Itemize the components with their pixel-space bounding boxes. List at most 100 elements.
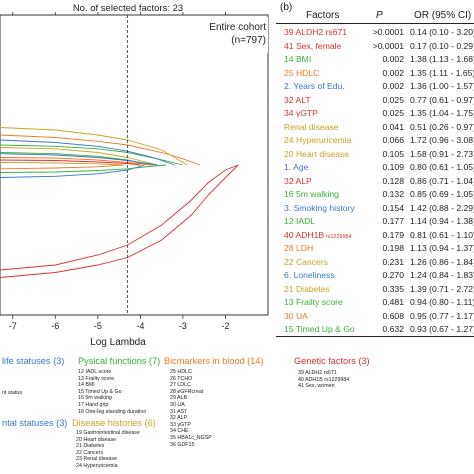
cohort-n: (n=797)	[231, 35, 266, 46]
factor-number: 2.	[284, 81, 294, 91]
factor-name: 6. Loneliness	[284, 268, 335, 282]
header-factors: Factors	[306, 10, 340, 21]
factor-number: 24	[284, 135, 296, 145]
plot-frame	[0, 14, 269, 316]
legend-item: 14 BMI	[78, 382, 95, 389]
p-value: 0.179	[382, 229, 404, 240]
factor-name: 32 ALP	[284, 174, 312, 188]
table-row: 6. Loneliness 0.270 1.24 (0.84 - 1.83)	[276, 268, 474, 282]
odds-ratio: 1.24 (0.84 - 1.83)	[410, 270, 474, 280]
table-row: 24 Hyperuricemia 0.066 1.72 (0.96 - 3.08)	[276, 133, 474, 147]
factor-name: 40 ADH1B rs1229984	[284, 228, 352, 244]
table-row: 12 IADL 0.177 1.14 (0.94 - 1.38)	[276, 214, 474, 228]
factor-name: 1. Age	[284, 160, 308, 174]
odds-ratio: 1.36 (1.00 - 1.57)	[410, 81, 474, 91]
factor-label: HDLC	[295, 67, 320, 78]
factor-label: Heart disease	[295, 148, 349, 159]
factor-number: 25	[284, 67, 296, 78]
p-value: 0.128	[382, 175, 404, 186]
factor-number: 32	[284, 94, 296, 105]
legend-item	[2, 377, 22, 384]
x-tick-label: -6	[51, 321, 59, 331]
odds-ratio: 1.72 (0.96 - 3.08)	[410, 135, 474, 145]
table-row: 22 Cancers 0.231 1.26 (0.86 - 1.84)	[276, 255, 474, 269]
factor-number: 39	[284, 27, 296, 37]
p-value: >0.0001	[372, 40, 404, 51]
factor-name: 34 γGTP	[284, 106, 318, 120]
p-value: 0.002	[382, 81, 404, 91]
legend-item: nt status	[2, 389, 23, 396]
p-value: 0.025	[382, 94, 404, 105]
legend-item: 21 Diabetes	[76, 443, 105, 450]
coefficient-path-11	[0, 159, 141, 166]
annotation-box	[214, 17, 268, 53]
odds-ratio: 0.77 (0.61 - 0.97)	[410, 94, 474, 105]
legend-heading-physical-functions: Pysical functions (7)	[78, 356, 161, 366]
legend-item: 32 ALP	[170, 415, 188, 422]
odds-ratio: 1.38 (1.13 - 1.68)	[410, 54, 474, 64]
odds-ratio-table: (b) Factors P OR (95% CI) 39 ALDH2 rs671…	[276, 0, 474, 340]
odds-ratio: 0.17 (0.10 - 0.29)	[410, 40, 474, 51]
odds-ratio: 0.85 (0.69 - 1.05)	[410, 189, 474, 199]
table-row: 1. Age 0.109 0.80 (0.61 - 1.05)	[276, 160, 474, 174]
factor-number: 1.	[284, 162, 294, 172]
factor-label: Age	[293, 162, 309, 172]
odds-ratio: 0.80 (0.61 - 1.05)	[410, 162, 474, 172]
header-p: P	[376, 10, 383, 21]
factor-name: 3. Smoking history	[284, 201, 355, 215]
table-row: Renal disease 0.041 0.51 (0.26 - 0.97)	[276, 120, 474, 134]
x-axis-ticks: -7 -6 -5 -4 -3 -2	[9, 315, 229, 331]
x-tick-label: -2	[221, 321, 229, 331]
bottom-rule	[276, 336, 474, 337]
factor-number: 13	[284, 297, 296, 307]
odds-ratio: 0.93 (0.67 - 1.27)	[410, 324, 474, 334]
table-row: 16 5m walking 0.132 0.85 (0.69 - 1.05)	[276, 187, 474, 201]
p-value: 0.335	[382, 283, 404, 294]
coefficient-path-1	[0, 164, 239, 278]
legend-item: 27 LDLC	[170, 382, 191, 389]
legend-heading-mental-statuses: ntal statuses (3)	[2, 418, 68, 428]
table-row: 30 UA 0.608 0.95 (0.77 - 1.17)	[276, 309, 474, 323]
odds-ratio: 1.35 (1.04 - 1.75)	[410, 108, 474, 118]
legend-item: 36 GDF15	[170, 441, 195, 448]
factor-name: 39 ALDH2 rs671	[284, 25, 347, 39]
odds-ratio: 0.86 (0.71 - 1.04)	[410, 175, 474, 186]
legend-item: 33 γGTP	[170, 421, 191, 428]
legend-list-disease-histories: 19 Gastrointestinal disease 20 Heart dise…	[76, 430, 140, 470]
factor-label: ALP	[295, 175, 312, 186]
x-tick-label: -3	[179, 321, 187, 331]
legend-item: 35 HBA1c_NGSP	[170, 434, 212, 441]
factor-number: 28	[284, 243, 296, 253]
odds-ratio: 1.58 (0.91 - 2.73)	[410, 148, 474, 159]
p-value: 0.025	[382, 108, 404, 118]
odds-ratio: 1.35 (1.11 - 1.65)	[410, 67, 474, 78]
coefficient-path-4	[0, 144, 184, 166]
odds-ratio: 1.42 (0.88 - 2.29)	[410, 202, 474, 213]
factor-label: 5m walking	[295, 189, 339, 199]
p-value: 0.270	[382, 270, 404, 280]
factor-number: 34	[284, 108, 296, 118]
legend-item: 13 Frailty score	[78, 375, 115, 382]
p-value: 0.109	[382, 162, 404, 172]
factor-label: IADL	[295, 216, 316, 226]
factor-name: 21 Diabetes	[284, 282, 330, 296]
coefficient-path-13	[0, 162, 124, 166]
legend-item: 29 ALB	[170, 395, 188, 402]
legend-item: 28 eGFRcreat	[170, 388, 204, 395]
factor-snp-id: rs1229984	[324, 233, 352, 240]
odds-ratio: 1.26 (0.86 - 1.84)	[410, 256, 474, 267]
factor-label: Smoking history	[293, 202, 355, 213]
legend-heading-disease-histories: Disease histories (6)	[72, 418, 156, 428]
odds-ratio: 0.95 (0.77 - 1.17)	[410, 310, 474, 321]
table-row: 2. Years of Edu. 0.002 1.36 (1.00 - 1.57)	[276, 79, 474, 93]
cohort-label: Entire cohort	[209, 22, 266, 33]
factor-name: 2. Years of Edu.	[284, 79, 345, 93]
legend-item: 15 Timed Up & Go	[78, 388, 122, 395]
factor-name: 30 UA	[284, 309, 308, 323]
legend-item: 23 Renal disease	[76, 456, 117, 463]
factor-label: γGTP	[295, 108, 318, 118]
legend-item: 26 TCHO	[170, 375, 193, 382]
legend-item: 20 Heart disease	[76, 436, 117, 443]
p-value: 0.041	[382, 121, 404, 132]
p-value: 0.154	[382, 202, 404, 213]
